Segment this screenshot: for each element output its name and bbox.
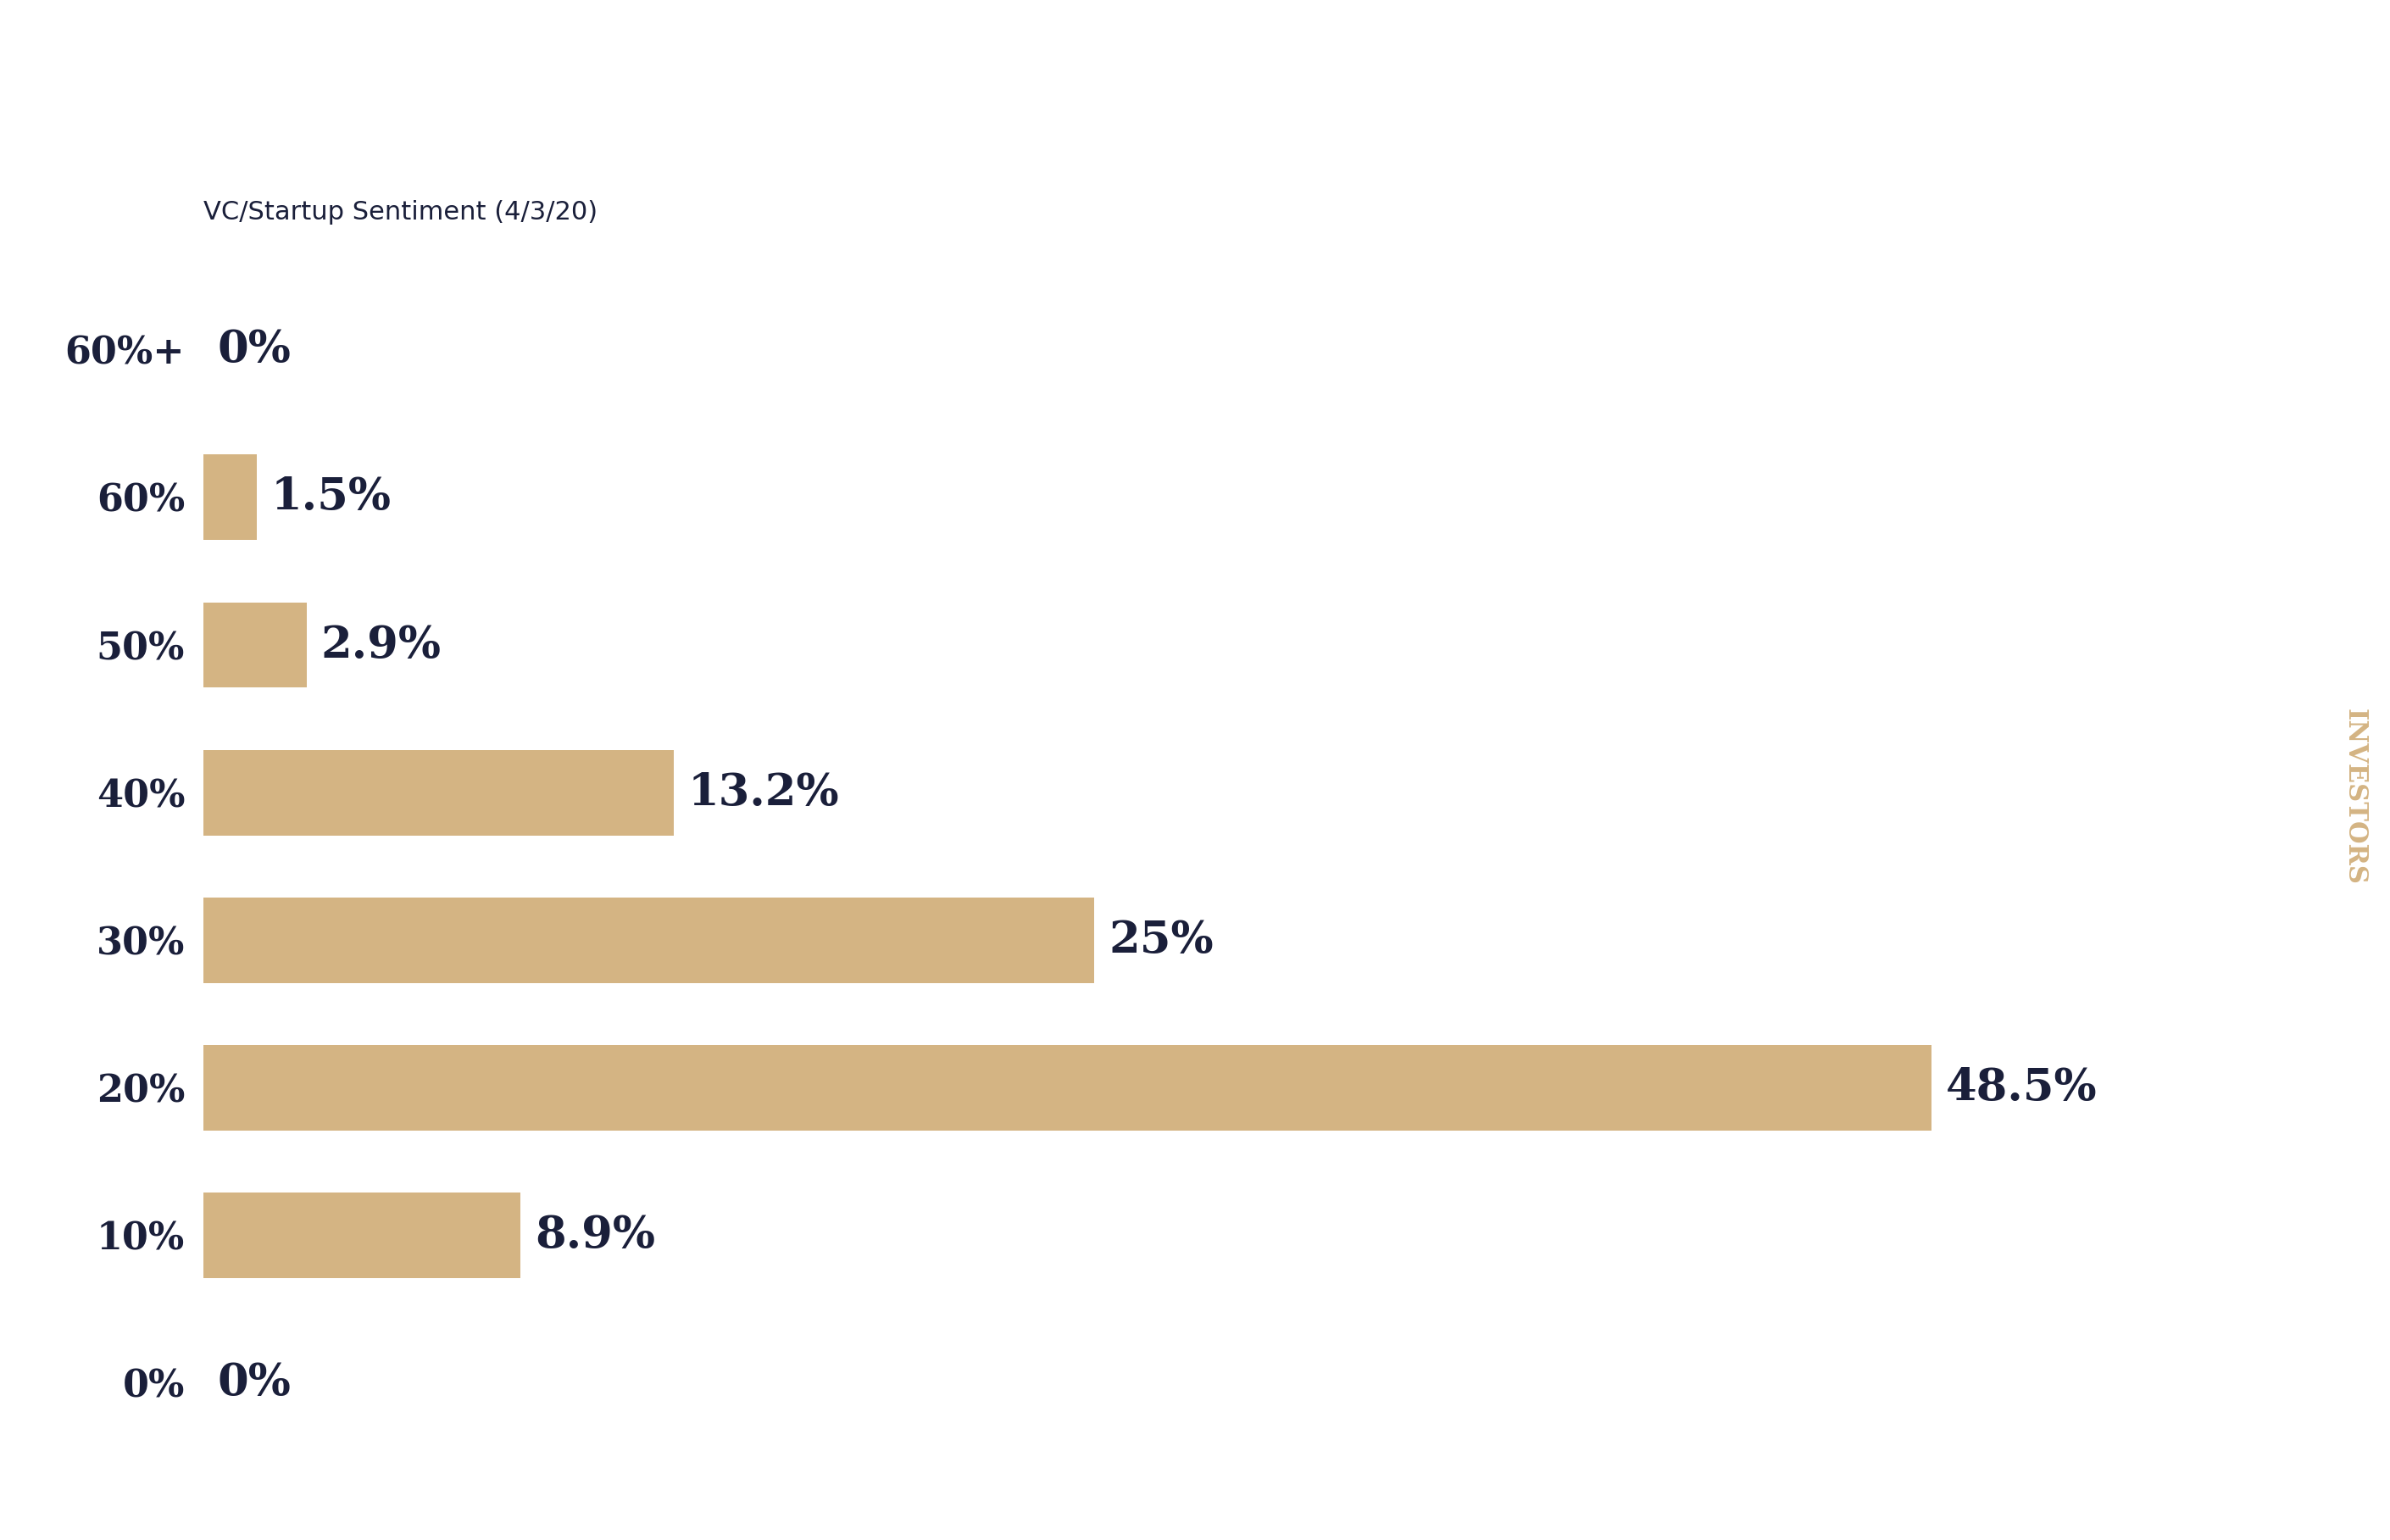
Text: 2.9%: 2.9%	[320, 624, 442, 667]
Bar	[203, 454, 256, 541]
Bar	[203, 1192, 521, 1278]
Bar	[203, 602, 306, 688]
Text: NfX: NfX	[2206, 51, 2373, 126]
Bar	[203, 1044, 1931, 1130]
Text: 13.2%: 13.2%	[688, 772, 839, 815]
Text: INVESTORS: INVESTORS	[2342, 708, 2366, 885]
Text: VC/Startup Sentiment (4/3/20): VC/Startup Sentiment (4/3/20)	[203, 200, 598, 225]
Text: 1.5%: 1.5%	[270, 476, 392, 519]
Text: What lower % change in valuations on average?: What lower % change in valuations on ave…	[72, 57, 1771, 120]
Text: 0%: 0%	[217, 1361, 292, 1404]
Text: 25%: 25%	[1109, 918, 1214, 961]
Text: 48.5%: 48.5%	[1945, 1066, 2098, 1109]
Bar	[203, 750, 674, 835]
Bar	[203, 898, 1095, 983]
Text: 0%: 0%	[217, 328, 292, 371]
Text: 8.9%: 8.9%	[535, 1214, 655, 1257]
